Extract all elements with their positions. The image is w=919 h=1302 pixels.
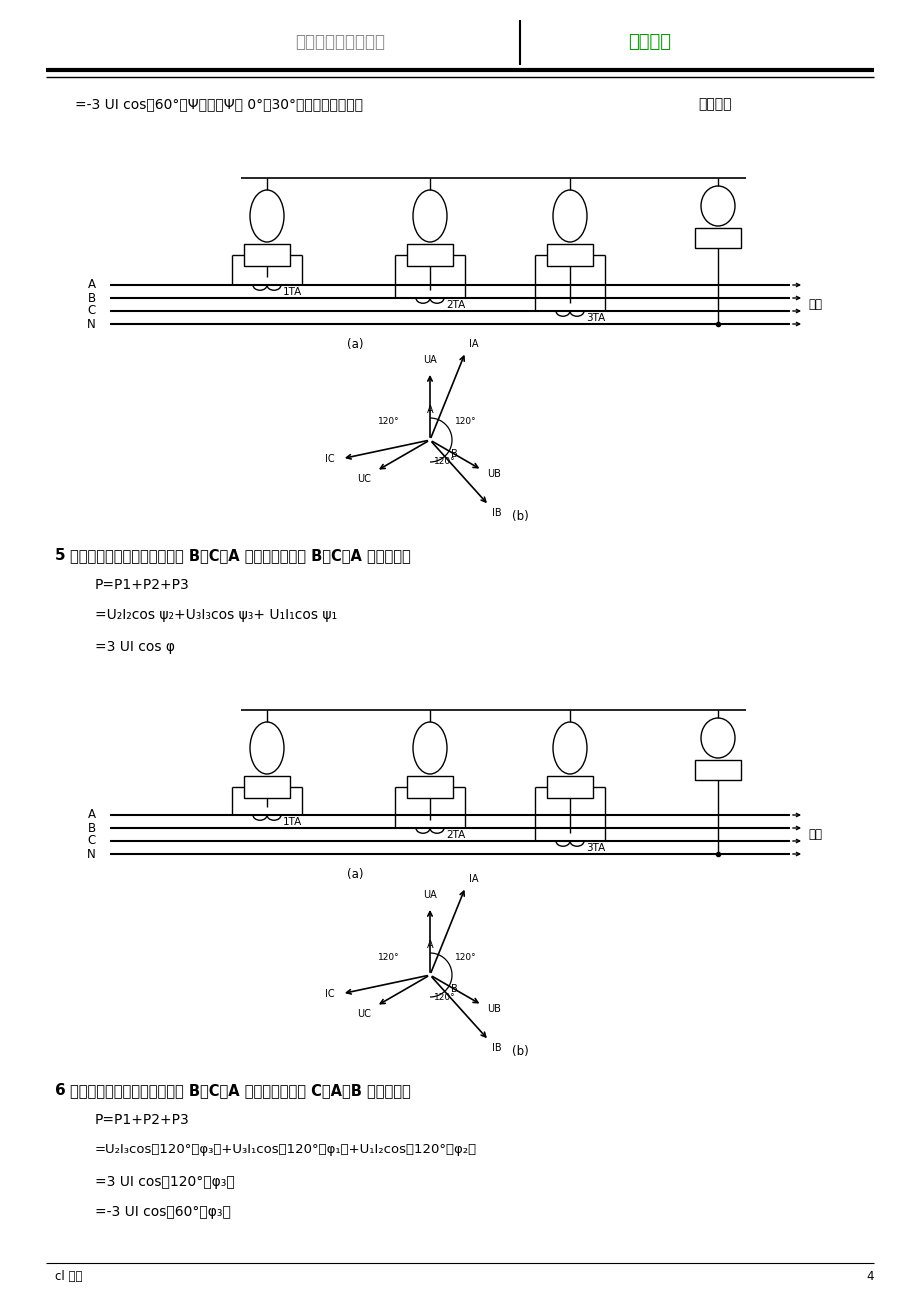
Text: A: A: [88, 279, 96, 292]
Text: N: N: [87, 848, 96, 861]
Text: =U₂I₂cos ψ₂+U₃I₃cos ψ₃+ U₁I₁cos ψ₁: =U₂I₂cos ψ₂+U₃I₃cos ψ₃+ U₁I₁cos ψ₁: [95, 608, 336, 622]
Text: cl 借鉴: cl 借鉴: [55, 1269, 83, 1282]
Text: (a): (a): [346, 868, 363, 881]
Text: IA: IA: [469, 874, 478, 884]
Text: 120°: 120°: [434, 992, 455, 1001]
Bar: [694, 228, 740, 247]
Text: 120°: 120°: [434, 457, 455, 466]
Text: UB: UB: [486, 469, 500, 479]
Text: IA: IA: [469, 339, 478, 349]
Text: 2TA: 2TA: [446, 829, 465, 840]
Text: UA: UA: [423, 891, 437, 900]
Text: N: N: [87, 318, 96, 331]
Text: IC: IC: [324, 988, 335, 999]
Text: 3TA: 3TA: [585, 312, 605, 323]
Text: (b): (b): [511, 510, 528, 523]
Text: 、三相四线电度表电压正相序 B、C、A 而电流正相序是 C、A、B 的接线方式: 、三相四线电度表电压正相序 B、C、A 而电流正相序是 C、A、B 的接线方式: [70, 1083, 410, 1098]
Text: 120°: 120°: [455, 418, 476, 427]
Text: IC: IC: [324, 453, 335, 464]
Text: 负载: 负载: [807, 828, 821, 841]
Text: =-3 UI cos（60°＋Ψ）故当Ψ在 0°～30°内，呈反转状态。: =-3 UI cos（60°＋Ψ）故当Ψ在 0°～30°内，呈反转状态。: [75, 98, 363, 111]
Text: 120°: 120°: [455, 953, 476, 961]
Text: 、三相四线电度表电压正相序 B、C、A 而电流正相序是 B、C、A 的接线方式: 、三相四线电度表电压正相序 B、C、A 而电流正相序是 B、C、A 的接线方式: [70, 548, 410, 562]
Text: A: A: [426, 940, 433, 950]
Bar: [694, 760, 740, 780]
Text: P=P1+P2+P3: P=P1+P2+P3: [95, 578, 189, 592]
Text: (a): (a): [346, 339, 363, 352]
Text: 5: 5: [55, 548, 65, 562]
Text: B: B: [88, 292, 96, 305]
Text: IB: IB: [492, 1043, 501, 1053]
Text: B: B: [450, 984, 457, 993]
Text: 4: 4: [866, 1269, 873, 1282]
Bar: [244, 243, 289, 266]
Text: IB: IB: [492, 508, 501, 518]
Bar: [406, 243, 452, 266]
Text: 页眉页脚可一键删除: 页眉页脚可一键删除: [295, 33, 384, 51]
Bar: [244, 776, 289, 798]
Text: UC: UC: [357, 474, 371, 484]
Text: C: C: [87, 835, 96, 848]
Bar: [547, 243, 593, 266]
Text: B: B: [450, 449, 457, 460]
Text: =U₂I₃cos（120°＋φ₃）+U₃I₁cos（120°＋φ₁）+U₁I₂cos（120°＋φ₂）: =U₂I₃cos（120°＋φ₃）+U₃I₁cos（120°＋φ₁）+U₁I₂c…: [95, 1143, 477, 1156]
Bar: [406, 776, 452, 798]
Text: 1TA: 1TA: [283, 286, 302, 297]
Text: =-3 UI cos（60°－φ₃）: =-3 UI cos（60°－φ₃）: [95, 1204, 231, 1219]
Text: 120°: 120°: [378, 418, 399, 427]
Text: C: C: [87, 305, 96, 318]
Text: =3 UI cos φ: =3 UI cos φ: [95, 641, 175, 654]
Text: 或正或反: 或正或反: [698, 98, 731, 111]
Text: UB: UB: [486, 1004, 500, 1014]
Text: 1TA: 1TA: [283, 816, 302, 827]
Text: (b): (b): [511, 1046, 528, 1059]
Text: UC: UC: [357, 1009, 371, 1019]
Text: UA: UA: [423, 355, 437, 365]
Text: =3 UI cos（120°＋φ₃）: =3 UI cos（120°＋φ₃）: [95, 1174, 234, 1189]
Text: A: A: [88, 809, 96, 822]
Text: 2TA: 2TA: [446, 299, 465, 310]
Text: P=P1+P2+P3: P=P1+P2+P3: [95, 1113, 189, 1128]
Text: B: B: [88, 822, 96, 835]
Text: 仅供借鉴: 仅供借鉴: [628, 33, 671, 51]
Text: 负载: 负载: [807, 298, 821, 311]
Text: A: A: [426, 405, 433, 415]
Text: 3TA: 3TA: [585, 842, 605, 853]
Bar: [547, 776, 593, 798]
Text: 120°: 120°: [378, 953, 399, 961]
Text: 6: 6: [55, 1083, 65, 1098]
